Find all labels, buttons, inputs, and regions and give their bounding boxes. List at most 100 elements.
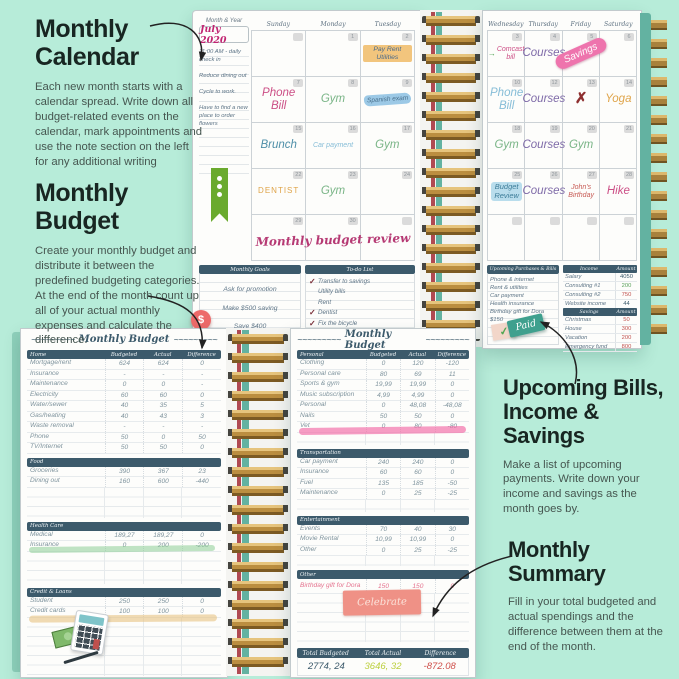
budget-row: Fuel 135 185 -50 (297, 478, 469, 489)
actual: - (143, 369, 182, 379)
paid-label: Paid (506, 313, 546, 338)
budget-row: Movie Rental 10,99 10,99 0 (297, 535, 469, 546)
savings-row: Emergency fund 800 (563, 343, 637, 352)
savings-amount: 50 (615, 316, 637, 324)
check-icon: ✓ (309, 276, 316, 286)
day-number-badge (586, 217, 597, 225)
upcoming-item: Health insurance (490, 301, 535, 307)
calculator-sticker (51, 609, 127, 668)
item: Water/sewer (30, 401, 67, 409)
annotation-body: Make a list of upcoming payments. Write … (503, 458, 640, 516)
todo-text: Utility bills (318, 288, 346, 296)
calendar-entry: Courses (522, 185, 566, 198)
calendar-cell: 8 Gym (306, 77, 361, 123)
empty-ruled-rows (297, 432, 469, 445)
calendar-cell: 17 Gym (360, 123, 415, 169)
day-number-badge: 1 (347, 33, 358, 41)
notes-list: 11:00 AM - daily check in Reduce dining … (199, 48, 249, 178)
difference: 0 (182, 390, 221, 400)
difference: - (182, 369, 221, 379)
upcoming-body: Phone & internet Rent & utilities Car pa… (487, 274, 559, 345)
savings-table: Savings Amount Christmas 50 House 300 V (563, 308, 637, 352)
amount-col-header: Amount (616, 309, 636, 315)
budgeted: 50 (104, 443, 144, 453)
section-header: Credit & Loans (27, 587, 221, 597)
calendar-cell: 21 (599, 123, 637, 169)
actual: 0 (143, 432, 182, 442)
budgeted: 40 (104, 411, 144, 421)
budget-row: Personal 0 48,08 -48,08 (297, 401, 469, 412)
month-year-label: Month & Year (205, 18, 243, 24)
budget-row: Electricity 60 60 0 (27, 390, 221, 401)
panel-header: To-do List (305, 265, 415, 274)
day-number-badge: 22 (293, 171, 304, 179)
income-name: Consulting #1 (565, 283, 601, 289)
savings-row: House 300 (563, 325, 637, 334)
total-value: 3646, 32 (364, 661, 402, 672)
savings-name: Emergency fund (565, 344, 608, 350)
calendar-entry: Spanish exam (363, 92, 412, 107)
budgeted: - (104, 369, 144, 379)
calendar-cell: 14 Yoga (599, 77, 637, 123)
upcoming-purchases-panel: Upcoming Purchases & Bills Phone & inter… (487, 265, 559, 345)
calendar-cell: 27 John's Birthday (562, 169, 600, 215)
day-number-badge: 28 (624, 171, 634, 179)
calendar-entry: Pay Rent Utilities (362, 45, 412, 62)
calendar-cell (599, 215, 637, 261)
note-item: Reduce dining out (199, 73, 247, 79)
section-header: Personal Budgeted Actual Difference (297, 350, 469, 359)
annotation-monthly-calendar: Monthly Calendar Each new month starts w… (35, 15, 203, 169)
notebook-cover-edge (640, 13, 651, 345)
budgeted: - (104, 422, 144, 432)
savings-col-header: Savings (579, 309, 599, 315)
savings-row: Christmas 50 (563, 316, 637, 325)
income-row: Consulting #1 200 (563, 282, 637, 291)
budget-row: Sports & gym 19,99 19,99 0 (297, 380, 469, 391)
savings-name: House (565, 326, 582, 332)
total-value: 2774, 24 (307, 661, 345, 672)
section-food: Food Groceries 390 367 23 Dining out 160 600-… (27, 457, 221, 518)
budget-row: Mortgage/rent 624 624 0 (27, 359, 221, 370)
calendar-grid-right: Wednesday Thursday Friday Saturday 3 → Co… (487, 18, 637, 261)
calendar-cell: 22 DENTIST (252, 169, 307, 215)
item: Waste removal (30, 422, 74, 430)
calendar-entry: Courses (522, 93, 566, 106)
budget-row: Insurance - - - (27, 369, 221, 380)
actual: 50 (143, 443, 182, 453)
actual: 43 (143, 411, 182, 421)
item: Gas/heating (30, 411, 66, 419)
totals-col-header: Difference (424, 649, 457, 657)
note-item: Cycle to work. (199, 89, 236, 95)
item: TV/Internet (30, 443, 63, 451)
difference: - (182, 422, 221, 432)
income-name: Consulting #2 (565, 292, 601, 298)
green-arrow-icon: → (487, 49, 496, 58)
budget-row: Personal care 80 69 11 (297, 369, 469, 380)
calculator-icon (69, 609, 110, 655)
day-number-badge: 4 (549, 33, 560, 41)
section-header: Other (297, 570, 469, 579)
calendar-cell (252, 31, 307, 77)
calendar-entry: DENTIST (258, 186, 300, 196)
income-amount: 44 (615, 300, 637, 308)
section-health-care: Health Care Medical 189,27 189,27 0 Insuran… (27, 521, 221, 584)
budget-page-title: ~~~~~~~~~ Monthly Budget ~~~~~~~~~ (297, 328, 470, 351)
calendar-cell: 4 Courses (522, 31, 565, 77)
totals-values: 2774, 24 3646, 32 -872.08 (297, 658, 469, 676)
actual: 60 (143, 390, 182, 400)
actual: 624 (143, 359, 182, 369)
note-item: Have to find a new place to order flower… (199, 105, 248, 127)
difference: 3 (182, 411, 221, 421)
upcoming-item: Car payment (490, 293, 524, 299)
wavy-line: ~~~~~~~~~ (425, 335, 470, 344)
section-header: Home Budgeted Actual Difference (27, 350, 221, 359)
calendar-entry: Phone Bill (262, 86, 296, 112)
calendar-entry: Phone Bill (490, 86, 524, 112)
calendar-cell: 10 Phone Bill (488, 77, 526, 123)
calendar-cell: 24 (360, 169, 415, 215)
budget-row: Insurance 60 60 0 (297, 468, 469, 479)
celebrate-sticker: Celebrate (342, 589, 422, 616)
totals-block: Total Budgeted Total Actual Difference 2… (297, 648, 469, 676)
budgeted: 60 (104, 390, 144, 400)
calendar-cell: 9 Spanish exam (360, 77, 415, 123)
